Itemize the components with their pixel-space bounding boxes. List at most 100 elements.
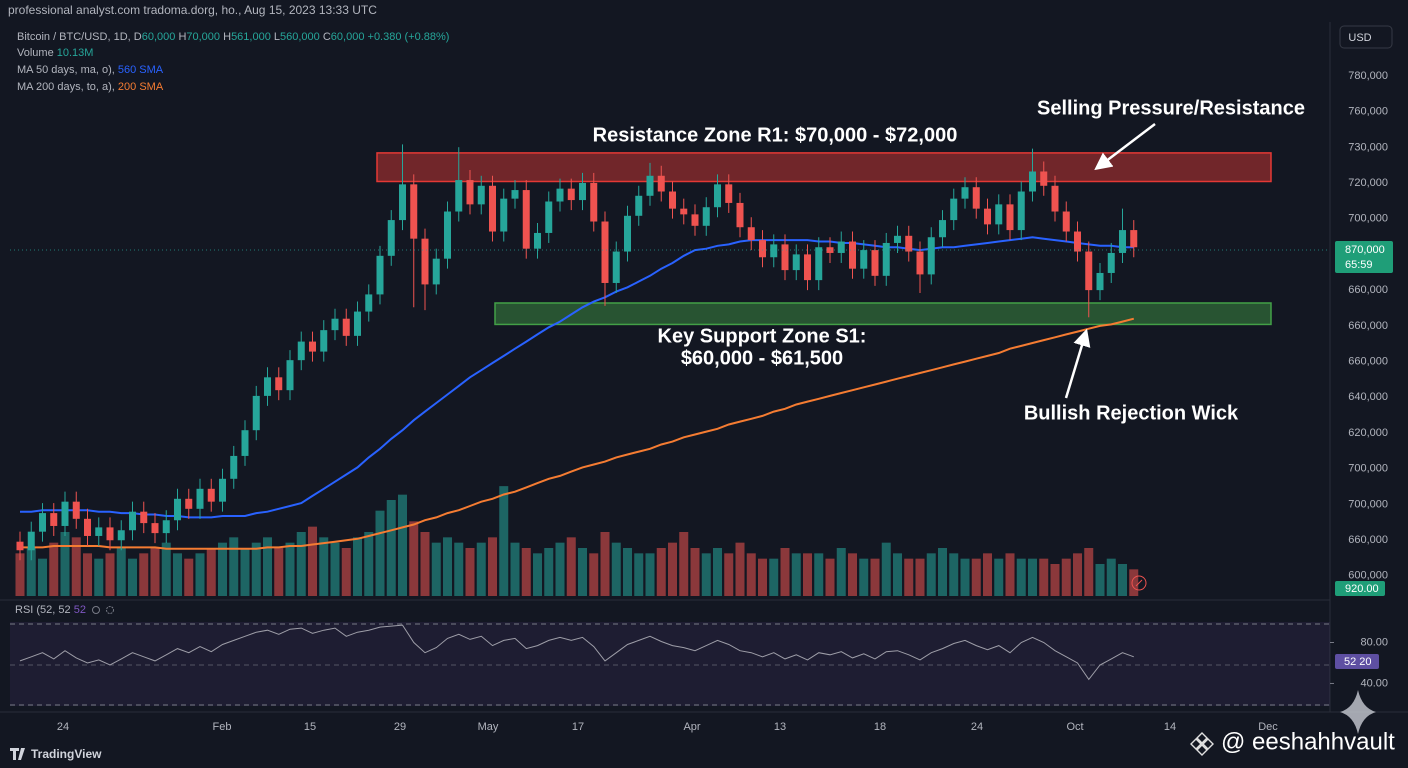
volume-bar	[746, 553, 756, 596]
settings-icon[interactable]	[106, 606, 114, 614]
brand: TradingView	[31, 747, 102, 761]
volume-bar	[173, 553, 182, 596]
symbol: Bitcoin / BTC/USD, 1D,	[17, 31, 131, 43]
eye-icon[interactable]	[92, 606, 100, 614]
candle-body	[365, 294, 373, 312]
price-axis-label: 620,000	[1348, 427, 1388, 439]
volume-bar	[634, 553, 644, 596]
candle-body	[466, 180, 474, 205]
sparkle-icon	[1340, 690, 1376, 734]
volume-bar	[71, 537, 81, 596]
last-price-badge	[1335, 241, 1393, 273]
alert-icon[interactable]	[1131, 575, 1147, 591]
volume-bar	[758, 558, 767, 596]
volume-bar	[690, 548, 700, 596]
candle-body	[489, 185, 496, 232]
ma-line	[20, 317, 1135, 550]
candle-body	[815, 247, 823, 281]
rsi-badge	[1335, 654, 1379, 669]
time-axis-label: May	[478, 721, 499, 733]
price-axis-label: 660,000	[1348, 534, 1388, 546]
candle-body	[1096, 272, 1104, 291]
volume-bar	[859, 558, 869, 596]
volume-bar	[915, 558, 925, 596]
volume-bar	[353, 537, 362, 596]
volume-bar	[544, 548, 554, 596]
currency-label[interactable]: USD	[1348, 32, 1371, 44]
candle-body	[545, 201, 553, 233]
rsi-line	[19, 624, 1134, 681]
candle-body	[151, 523, 159, 534]
currency-button-frame[interactable]	[1339, 25, 1393, 49]
arrow	[1094, 123, 1156, 171]
volume-bar	[1050, 564, 1060, 596]
price-axis-label: 760,000	[1348, 106, 1388, 118]
candle-body	[635, 195, 643, 216]
change: +0.380 (+0.88%)	[368, 31, 450, 43]
countdown: 65:59	[1345, 259, 1373, 271]
candle-body	[736, 202, 744, 228]
candle-body	[140, 511, 148, 524]
candle-body	[219, 478, 226, 502]
volume-bar	[26, 548, 36, 596]
candle-body	[39, 513, 46, 532]
candle-body	[95, 527, 103, 536]
volume-bar	[1039, 558, 1049, 596]
axis-layer: 80.00 40.00 780,000 760,000 730,000 720,000 70…	[57, 70, 1388, 733]
time-axis-label: 17	[572, 721, 584, 733]
volume-bar	[105, 553, 115, 596]
candle-body	[995, 204, 1003, 225]
rsi-legend: RSI (52, 52 52	[15, 604, 86, 616]
candle-body	[882, 242, 890, 276]
ohlc-key: H	[178, 31, 186, 43]
volume-bar	[533, 553, 542, 596]
volume-name: Volume	[17, 47, 54, 59]
volume-bar	[465, 548, 475, 596]
volume-bar	[94, 558, 104, 596]
volume-bar	[1073, 553, 1082, 596]
candle-body	[905, 235, 913, 252]
volume-bar	[229, 537, 239, 596]
candle-body	[860, 250, 868, 269]
price-axis-label: 720,000	[1348, 177, 1388, 189]
legend-label: MA 50 days, ma, o),	[17, 64, 115, 76]
volume-bar	[949, 553, 959, 596]
candle-body	[230, 455, 238, 479]
volume-bar	[938, 548, 947, 596]
wick-label: Bullish Rejection Wick	[1024, 402, 1239, 424]
ohlc-value: 60,000	[331, 31, 365, 43]
candle-body	[747, 227, 755, 241]
candle-body	[792, 254, 800, 271]
volume-bar	[994, 558, 1004, 596]
candle-body	[702, 207, 710, 226]
volume-bar	[1028, 558, 1037, 596]
ohlc-key: D	[134, 31, 142, 43]
alert-icon-stroke	[1135, 579, 1143, 587]
candle-body	[421, 238, 429, 285]
candle-body	[927, 237, 935, 275]
candle-body	[579, 182, 586, 201]
volume-bar	[128, 558, 137, 596]
volume-bar	[566, 537, 576, 596]
candle-body	[432, 258, 440, 285]
volume-bar	[611, 542, 621, 596]
time-axis-label: 24	[971, 721, 983, 733]
time-axis-label: Apr	[683, 721, 700, 733]
volume-bar	[724, 553, 734, 596]
currency-button[interactable]: USD	[1339, 25, 1393, 49]
volume-bar	[364, 532, 374, 596]
volume-bar	[1106, 558, 1116, 596]
price-axis-label: 700,000	[1348, 213, 1388, 225]
volume-bar	[150, 548, 160, 596]
volume-bar	[218, 542, 227, 596]
candle-body	[297, 341, 305, 361]
time-axis-label: 29	[394, 721, 406, 733]
volume-bar	[870, 558, 880, 596]
candle-body	[286, 360, 294, 391]
time-axis-label: Oct	[1066, 721, 1083, 733]
price-axis-label: 600,000	[1348, 570, 1388, 582]
candle-body	[399, 184, 406, 221]
volume-bar	[1129, 569, 1139, 596]
candle-body	[894, 235, 901, 243]
volume-bar	[443, 537, 452, 596]
